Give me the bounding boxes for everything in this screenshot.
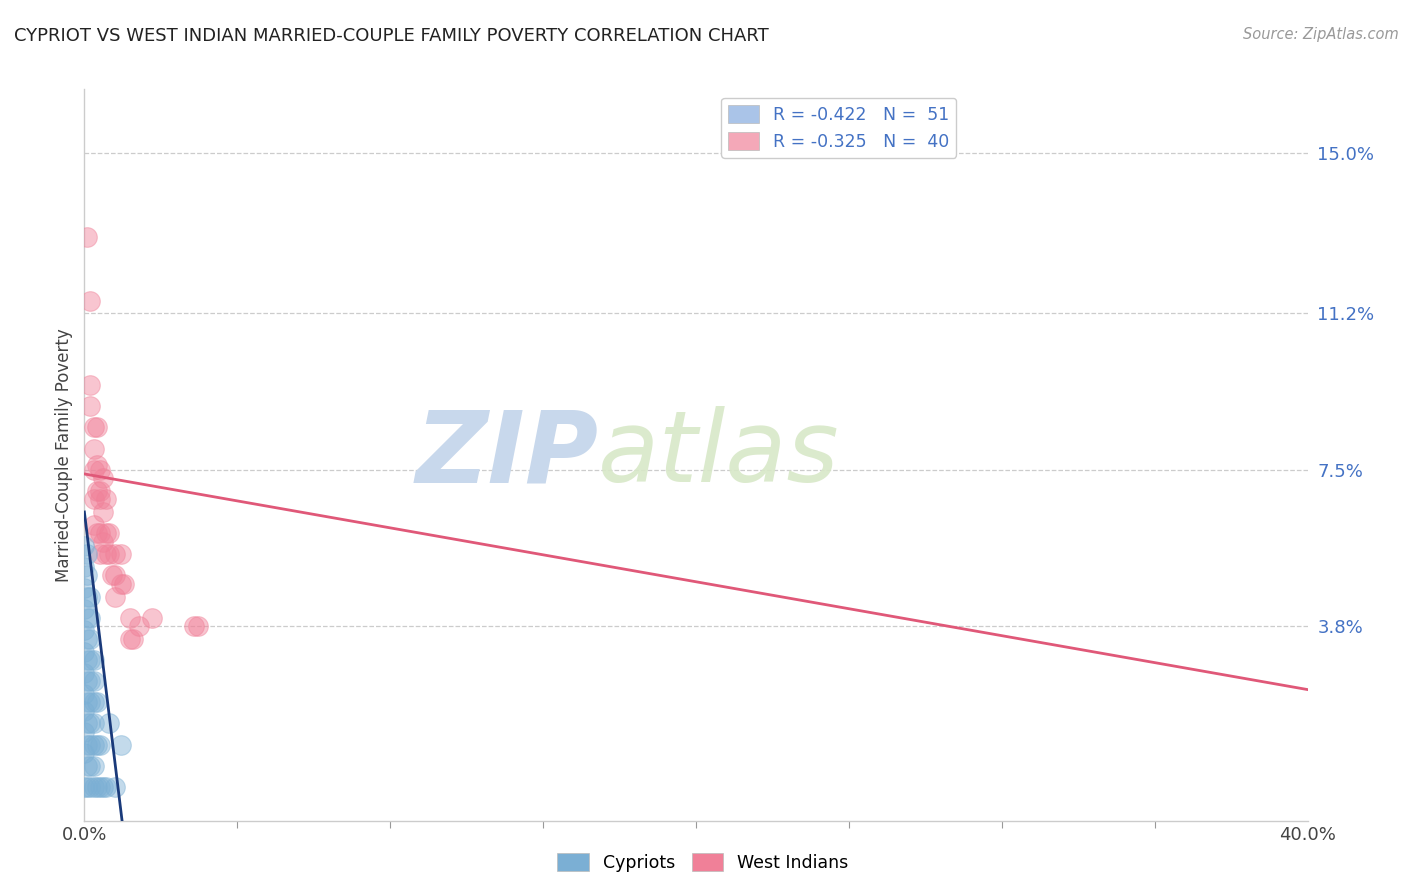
Point bbox=[73, 624, 96, 638]
Point bbox=[91, 471, 114, 485]
Legend: Cypriots, West Indians: Cypriots, West Indians bbox=[551, 847, 855, 879]
Legend: R = -0.422   N =  51, R = -0.325   N =  40: R = -0.422 N = 51, R = -0.325 N = 40 bbox=[721, 98, 956, 158]
Point bbox=[76, 674, 98, 689]
Point bbox=[83, 463, 105, 477]
Point bbox=[79, 780, 101, 794]
Point bbox=[89, 780, 111, 794]
Point bbox=[120, 632, 142, 646]
Point bbox=[110, 738, 132, 752]
Point bbox=[76, 653, 98, 667]
Point bbox=[86, 526, 108, 541]
Point bbox=[73, 581, 96, 595]
Point bbox=[79, 674, 101, 689]
Point bbox=[94, 526, 117, 541]
Point bbox=[91, 505, 114, 519]
Point bbox=[83, 442, 105, 456]
Point bbox=[79, 378, 101, 392]
Point bbox=[141, 610, 163, 624]
Point bbox=[86, 420, 108, 434]
Point bbox=[73, 539, 96, 553]
Point bbox=[76, 695, 98, 709]
Point bbox=[73, 746, 96, 760]
Point bbox=[89, 547, 111, 561]
Point bbox=[94, 492, 117, 507]
Point bbox=[76, 610, 98, 624]
Point bbox=[104, 568, 127, 582]
Point bbox=[76, 632, 98, 646]
Text: CYPRIOT VS WEST INDIAN MARRIED-COUPLE FAMILY POVERTY CORRELATION CHART: CYPRIOT VS WEST INDIAN MARRIED-COUPLE FA… bbox=[14, 27, 769, 45]
Point bbox=[76, 547, 98, 561]
Point bbox=[73, 724, 96, 739]
Point bbox=[86, 695, 108, 709]
Point bbox=[79, 653, 101, 667]
Point bbox=[86, 483, 108, 498]
Point bbox=[73, 665, 96, 680]
Point bbox=[73, 704, 96, 718]
Point bbox=[83, 517, 105, 532]
Point bbox=[76, 568, 98, 582]
Point bbox=[120, 610, 142, 624]
Point bbox=[76, 738, 98, 752]
Point bbox=[89, 492, 111, 507]
Point bbox=[104, 780, 127, 794]
Point bbox=[86, 738, 108, 752]
Point bbox=[101, 568, 124, 582]
Point bbox=[79, 590, 101, 604]
Point bbox=[86, 458, 108, 473]
Point bbox=[83, 716, 105, 731]
Point bbox=[83, 420, 105, 434]
Point bbox=[79, 399, 101, 413]
Point bbox=[79, 293, 101, 308]
Point bbox=[128, 619, 150, 633]
Point bbox=[83, 780, 105, 794]
Point bbox=[83, 738, 105, 752]
Point bbox=[91, 534, 114, 549]
Point bbox=[104, 590, 127, 604]
Point bbox=[97, 526, 120, 541]
Point bbox=[183, 619, 205, 633]
Point bbox=[91, 780, 114, 794]
Point bbox=[97, 716, 120, 731]
Point bbox=[122, 632, 145, 646]
Point bbox=[83, 695, 105, 709]
Point bbox=[97, 547, 120, 561]
Point bbox=[104, 547, 127, 561]
Point bbox=[73, 644, 96, 658]
Point bbox=[89, 526, 111, 541]
Point bbox=[79, 632, 101, 646]
Point bbox=[73, 602, 96, 616]
Point bbox=[94, 780, 117, 794]
Point bbox=[89, 483, 111, 498]
Point bbox=[79, 738, 101, 752]
Point bbox=[83, 653, 105, 667]
Point bbox=[76, 780, 98, 794]
Point bbox=[110, 577, 132, 591]
Point bbox=[86, 780, 108, 794]
Text: Source: ZipAtlas.com: Source: ZipAtlas.com bbox=[1243, 27, 1399, 42]
Point bbox=[83, 492, 105, 507]
Point bbox=[73, 560, 96, 574]
Point bbox=[76, 758, 98, 772]
Point bbox=[83, 758, 105, 772]
Point bbox=[79, 695, 101, 709]
Point bbox=[89, 738, 111, 752]
Y-axis label: Married-Couple Family Poverty: Married-Couple Family Poverty bbox=[55, 328, 73, 582]
Point bbox=[76, 716, 98, 731]
Text: ZIP: ZIP bbox=[415, 407, 598, 503]
Point bbox=[112, 577, 135, 591]
Text: atlas: atlas bbox=[598, 407, 839, 503]
Point bbox=[79, 610, 101, 624]
Point bbox=[73, 780, 96, 794]
Point bbox=[79, 758, 101, 772]
Point bbox=[76, 230, 98, 244]
Point bbox=[89, 463, 111, 477]
Point bbox=[186, 619, 208, 633]
Point bbox=[83, 674, 105, 689]
Point bbox=[76, 590, 98, 604]
Point bbox=[94, 547, 117, 561]
Point bbox=[110, 547, 132, 561]
Point bbox=[73, 687, 96, 701]
Point bbox=[79, 716, 101, 731]
